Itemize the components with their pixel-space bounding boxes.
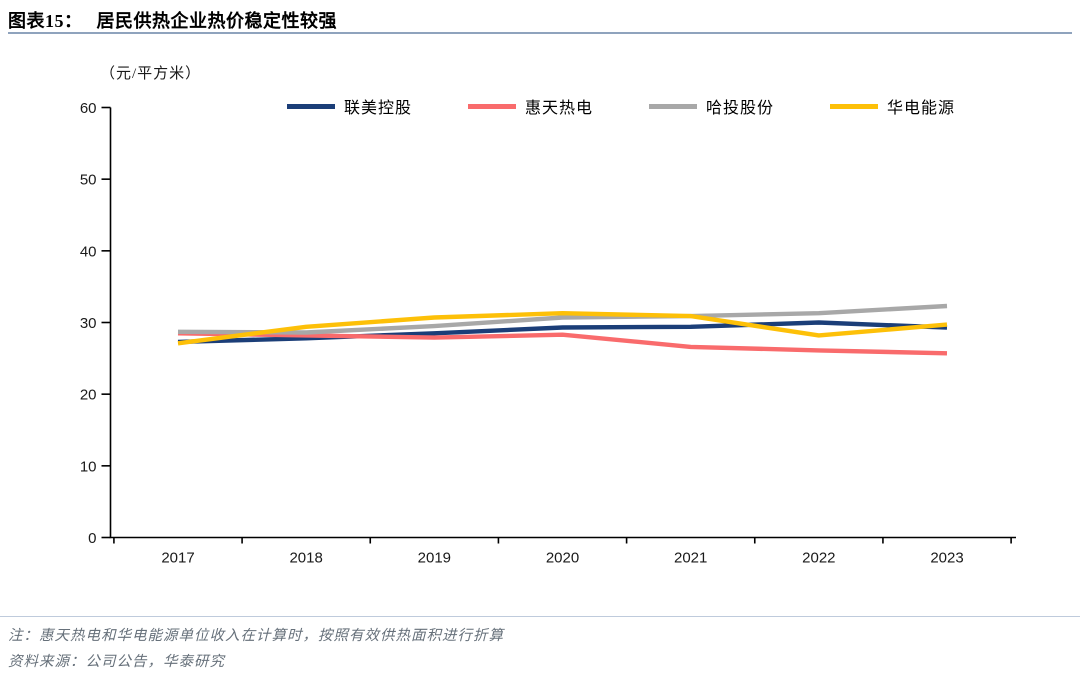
chart-title: 图表15： 居民供热企业热价稳定性较强 <box>8 7 337 33</box>
x-tick-label: 2019 <box>418 550 451 567</box>
title-divider <box>8 32 1072 34</box>
legend-item: 哈投股份 <box>649 94 774 118</box>
x-tick-label: 2017 <box>161 550 194 567</box>
y-axis-unit-label: （元/平方米） <box>100 66 202 82</box>
x-tick-label: 2018 <box>289 550 322 567</box>
y-tick-label: 20 <box>80 387 97 404</box>
series-line <box>177 331 948 356</box>
footer-divider <box>0 616 1080 617</box>
x-tick-label: 2021 <box>674 550 707 567</box>
y-tick-label: 60 <box>80 100 97 117</box>
legend-label: 联美控股 <box>344 100 413 117</box>
legend-item: 华电能源 <box>830 94 955 118</box>
chart-legend: 联美控股 惠天热电 哈投股份 华电能源 <box>287 94 955 118</box>
y-tick-label: 0 <box>88 530 96 547</box>
series-line <box>177 303 948 335</box>
y-tick-label: 50 <box>80 172 97 189</box>
legend-swatch <box>649 103 698 109</box>
legend-label: 华电能源 <box>887 100 956 117</box>
series-line <box>177 311 948 346</box>
chart-note: 注：惠天热电和华电能源单位收入在计算时，按照有效供热面积进行折算 <box>8 628 504 644</box>
legend-swatch <box>830 103 879 109</box>
series-line <box>177 320 948 345</box>
legend-label: 惠天热电 <box>525 100 594 117</box>
y-tick-label: 30 <box>80 315 97 332</box>
legend-item: 惠天热电 <box>468 94 593 118</box>
x-tick-label: 2020 <box>546 550 579 567</box>
x-tick-label: 2023 <box>930 550 963 567</box>
legend-label: 哈投股份 <box>706 100 775 117</box>
legend-item: 联美控股 <box>287 94 412 118</box>
x-tick-label: 2022 <box>802 550 835 567</box>
legend-swatch <box>468 103 517 109</box>
y-tick-label: 10 <box>80 458 97 475</box>
chart-source: 资料来源：公司公告，华泰研究 <box>8 654 225 670</box>
legend-swatch <box>287 103 335 109</box>
chart-number-label: 图表15： <box>8 11 83 31</box>
y-tick-label: 40 <box>80 243 97 260</box>
chart-title-text: 居民供热企业热价稳定性较强 <box>96 11 337 31</box>
